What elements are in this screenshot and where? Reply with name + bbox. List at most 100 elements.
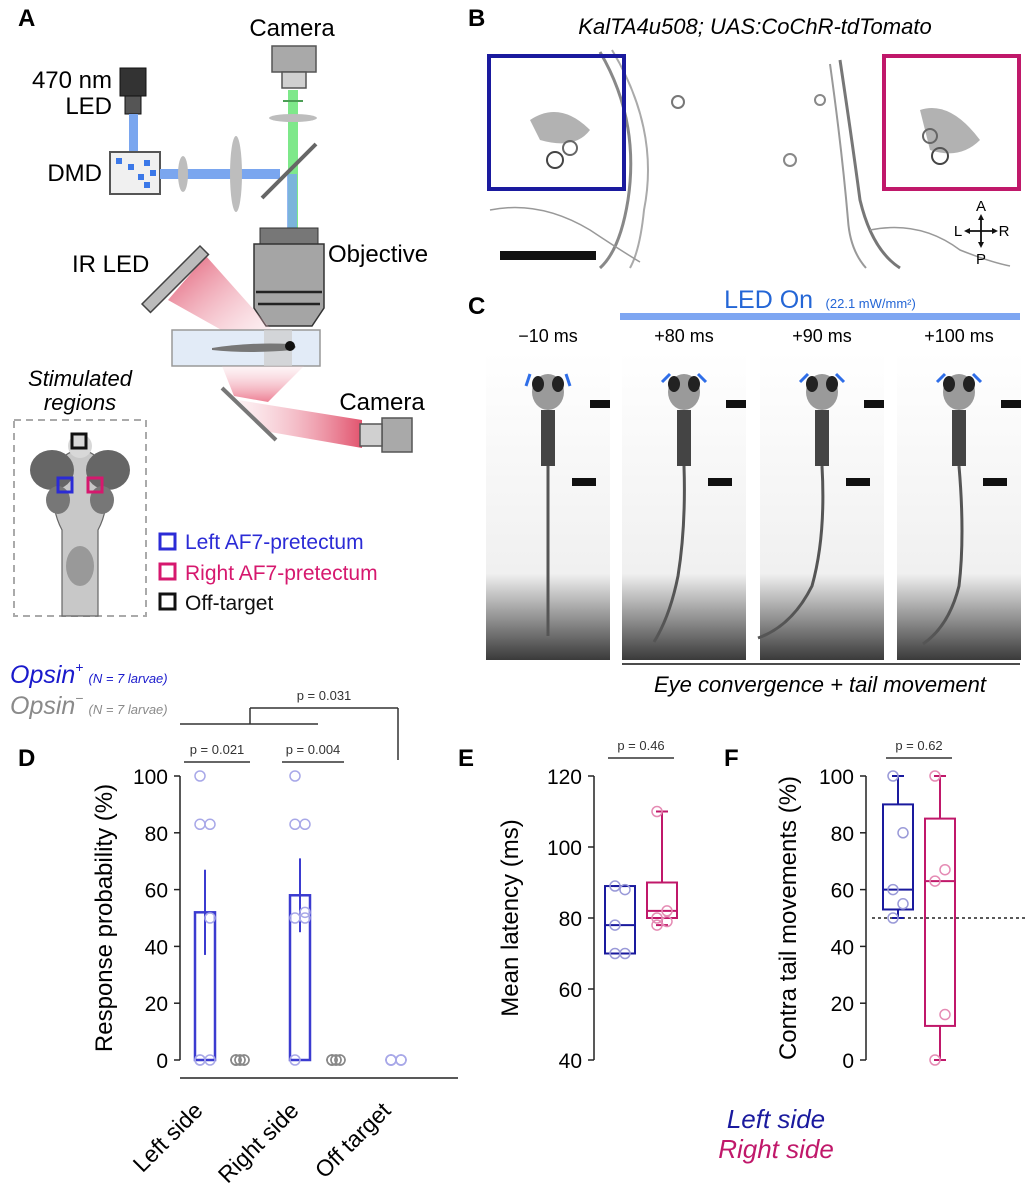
data-point bbox=[651, 912, 663, 924]
relay-lens-large-icon bbox=[230, 136, 242, 212]
blue-led-icon bbox=[119, 67, 147, 115]
regions-title-line1: Stimulated bbox=[28, 366, 133, 391]
box bbox=[924, 817, 956, 1027]
larva-eye-left bbox=[668, 376, 680, 392]
data-point bbox=[289, 818, 301, 831]
data-point bbox=[609, 880, 621, 892]
opsin-negative-sup: − bbox=[75, 690, 83, 706]
data-point bbox=[609, 919, 621, 931]
y-axis-title: Response probability (%) bbox=[91, 784, 118, 1052]
side-legend-left: Left side bbox=[727, 1104, 825, 1134]
dmd-label: DMD bbox=[47, 160, 102, 187]
larva-tail bbox=[757, 465, 825, 640]
data-point bbox=[619, 883, 631, 896]
x-category-label: Right side bbox=[213, 1097, 304, 1188]
stim-beam bbox=[160, 169, 280, 179]
data-point bbox=[194, 1054, 206, 1066]
genotype-label: KalTA4u508; UAS:CoChR-tdTomato bbox=[578, 14, 931, 39]
data-point bbox=[289, 1054, 301, 1066]
eye-angle-marker-left bbox=[935, 372, 947, 384]
y-tick-label: 60 bbox=[145, 880, 168, 903]
led-power-text: (22.1 mW/mm²) bbox=[826, 296, 916, 311]
larva-eye-right bbox=[552, 376, 564, 392]
regions-frame bbox=[13, 419, 147, 617]
data-point bbox=[194, 770, 206, 782]
larva-eye-right bbox=[826, 376, 838, 392]
frame-marker bbox=[1001, 400, 1021, 408]
larva-brain-schematic bbox=[30, 434, 130, 617]
camera-bottom-icon bbox=[359, 417, 413, 453]
data-point bbox=[929, 875, 941, 887]
legend-right-swatch bbox=[158, 562, 177, 581]
panel-label-b: B bbox=[468, 5, 485, 32]
legend-left-swatch bbox=[158, 532, 177, 551]
data-point bbox=[887, 912, 899, 924]
legend-right-label: Right AF7-pretectum bbox=[185, 562, 378, 585]
data-point bbox=[939, 863, 951, 876]
data-point bbox=[299, 818, 311, 831]
dmd-icon bbox=[109, 151, 161, 195]
larva-body bbox=[952, 410, 966, 466]
regions-title-line2: regions bbox=[44, 390, 116, 415]
larva-eye-left bbox=[806, 376, 818, 392]
larva-icon bbox=[212, 341, 296, 352]
compass-r: R bbox=[999, 223, 1010, 240]
ir-mirror-icon bbox=[220, 386, 278, 442]
data-point bbox=[897, 898, 909, 910]
frame-time-label: +90 ms bbox=[792, 326, 852, 346]
panel-label-d: D bbox=[18, 745, 35, 772]
led-wavelength-label: 470 nm bbox=[32, 67, 112, 94]
frame-marker bbox=[983, 478, 1007, 486]
tube-lens-icon bbox=[269, 114, 317, 122]
y-tick-label: 80 bbox=[831, 823, 854, 846]
side-legend-right: Right side bbox=[718, 1134, 834, 1164]
objective-label: Objective bbox=[328, 241, 428, 268]
opsin-negative-n: (N = 7 larvae) bbox=[89, 702, 168, 717]
box bbox=[604, 885, 636, 955]
eye-angle-marker-left bbox=[524, 373, 532, 387]
led-beam bbox=[129, 114, 138, 154]
data-point bbox=[661, 915, 673, 928]
opsin-positive-name: Opsin bbox=[10, 661, 75, 689]
y-tick-label: 0 bbox=[842, 1050, 854, 1073]
data-point bbox=[897, 827, 909, 839]
frame-marker bbox=[572, 478, 596, 486]
led-on-text: LED On bbox=[724, 286, 813, 314]
data-point bbox=[330, 1054, 342, 1066]
compass-p: P bbox=[976, 251, 986, 268]
larva-body bbox=[541, 410, 555, 466]
data-point bbox=[204, 818, 216, 831]
ir-led-icon bbox=[140, 244, 210, 314]
ir-transmitted-beam bbox=[222, 366, 304, 402]
behavior-frames: −10 ms +80 ms +90 ms +100 ms bbox=[486, 326, 1021, 660]
frame-marker bbox=[590, 400, 610, 408]
data-point bbox=[299, 912, 311, 924]
y-axis-title: Contra tail movements (%) bbox=[775, 776, 802, 1060]
compass-icon bbox=[964, 214, 998, 248]
data-point bbox=[395, 1054, 407, 1066]
data-point bbox=[651, 805, 663, 818]
stat-left-label: p = 0.021 bbox=[190, 742, 245, 757]
eye-angle-marker-left bbox=[798, 372, 810, 384]
data-point bbox=[334, 1054, 346, 1066]
data-point bbox=[929, 1054, 941, 1066]
y-tick-label: 40 bbox=[559, 1050, 582, 1073]
opsin-positive-label: Opsin+ (N = 7 larvae) bbox=[10, 659, 168, 689]
data-point bbox=[385, 1054, 397, 1066]
data-point bbox=[887, 770, 899, 782]
larva-eye-left bbox=[943, 376, 955, 392]
y-tick-label: 60 bbox=[559, 979, 582, 1002]
frame-time-label: −10 ms bbox=[518, 326, 578, 346]
data-point bbox=[609, 947, 621, 960]
x-category-label: Off target bbox=[310, 1097, 396, 1183]
larva-eye-left bbox=[532, 376, 544, 392]
larva-body bbox=[815, 410, 829, 466]
data-point bbox=[939, 1008, 951, 1021]
confocal-image bbox=[486, 48, 1022, 270]
frame-marker bbox=[726, 400, 746, 408]
region-right-marker bbox=[86, 476, 104, 494]
stat-label: p = 0.46 bbox=[617, 738, 664, 753]
eye-angle-marker-right bbox=[971, 372, 983, 384]
panel-label-a: A bbox=[18, 5, 35, 32]
led-on-label: LED On (22.1 mW/mm²) bbox=[724, 286, 916, 314]
